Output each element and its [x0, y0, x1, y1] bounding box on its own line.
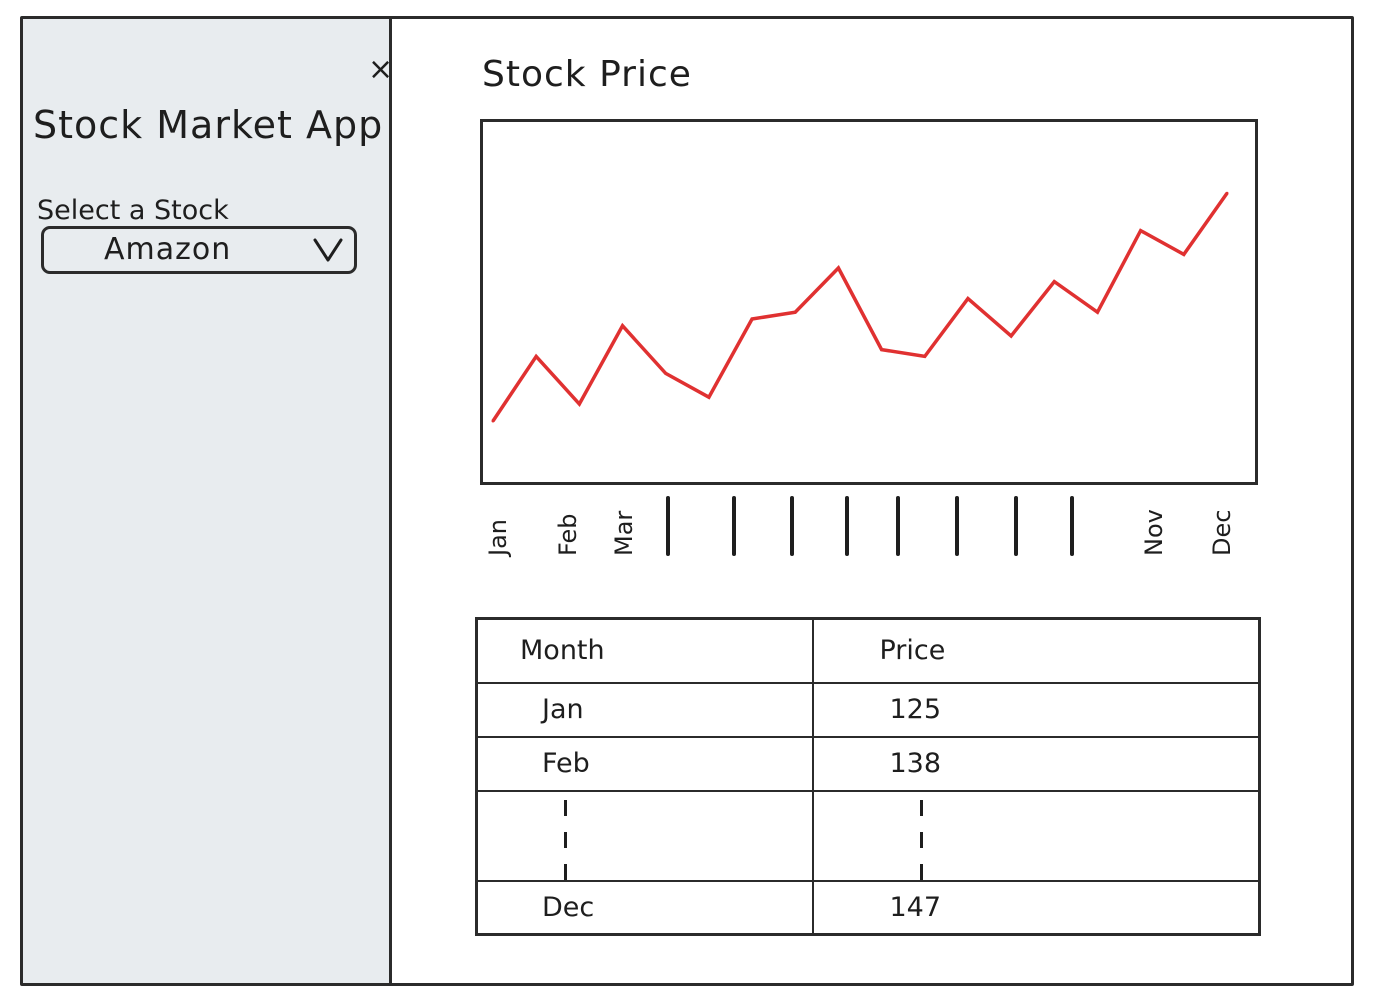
- table-row: Jan 125: [475, 681, 1261, 738]
- table-row-ellipsis: [475, 789, 1261, 882]
- data-point: [1052, 280, 1056, 284]
- vertical-ellipsis: [564, 799, 567, 880]
- chart-plot-area: [491, 191, 1229, 423]
- ellipsis-dashes: [475, 789, 814, 882]
- table-row: Feb 138: [475, 735, 1261, 792]
- data-point: [1225, 191, 1229, 195]
- data-point: [793, 310, 797, 314]
- data-point: [750, 317, 754, 321]
- data-point: [836, 266, 840, 270]
- app-title: Stock Market App: [33, 103, 384, 147]
- table-cell-price: 147: [811, 879, 1261, 936]
- sidebar: × Stock Market App Select a Stock Amazon: [23, 19, 392, 983]
- data-point: [577, 402, 581, 406]
- table-cell-price: 125: [811, 681, 1261, 738]
- stock-price-chart: [480, 119, 1258, 485]
- ellipsis-dashes: [811, 789, 1261, 882]
- chevron-down-icon: [313, 238, 343, 262]
- data-point: [1139, 229, 1143, 233]
- table-cell-price: 138: [811, 735, 1261, 792]
- table-cell-month: Jan: [475, 681, 814, 738]
- table-header-row: Month Price: [475, 617, 1261, 684]
- table-cell-month: Dec: [475, 879, 814, 936]
- data-point: [707, 395, 711, 399]
- select-stock-label: Select a Stock: [37, 195, 229, 226]
- data-point: [1182, 252, 1186, 256]
- table-row: Dec 147: [475, 879, 1261, 936]
- stock-dropdown[interactable]: Amazon: [41, 226, 357, 274]
- data-point: [491, 419, 495, 423]
- data-point: [923, 354, 927, 358]
- data-point: [966, 297, 970, 301]
- price-table: Month Price Jan 125 Feb 138 Dec 147: [475, 617, 1261, 936]
- column-header-month: Month: [475, 617, 814, 684]
- stock-dropdown-value: Amazon: [104, 232, 232, 267]
- table-cell-month: Feb: [475, 735, 814, 792]
- data-point: [664, 371, 668, 375]
- data-point: [1009, 334, 1013, 338]
- data-point: [1095, 310, 1099, 314]
- data-point: [880, 348, 884, 352]
- data-point: [534, 354, 538, 358]
- chart-title: Stock Price: [482, 54, 692, 95]
- column-header-price: Price: [811, 617, 1261, 684]
- vertical-ellipsis: [919, 799, 923, 880]
- app-window: [20, 16, 1354, 986]
- data-point: [621, 324, 625, 328]
- series-line: [491, 192, 1229, 422]
- close-icon[interactable]: ×: [368, 52, 392, 87]
